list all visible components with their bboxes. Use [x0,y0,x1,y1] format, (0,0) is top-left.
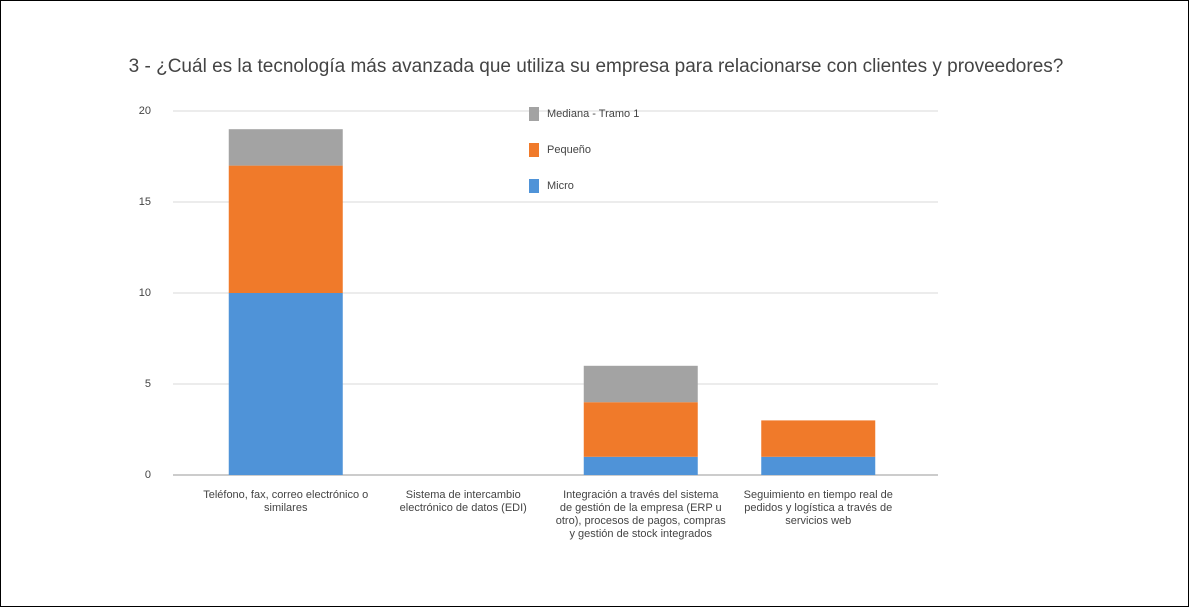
legend-label: Micro [547,180,574,192]
bar-segment [761,420,876,457]
x-tick-label: Teléfono, fax, correo electrónico o simi… [203,489,369,514]
chart-title: 3 - ¿Cuál es la tecnología más avanzada … [129,56,1064,77]
y-tick-label: 15 [139,196,151,208]
y-tick-label: 10 [139,287,151,299]
legend-label: Pequeño [547,144,591,156]
legend-swatch [529,179,539,193]
bar-segment [761,456,876,475]
bar-segment [228,165,343,293]
x-tick-label: Seguimiento en tiempo real de pedidos y … [743,489,893,527]
legend-swatch [529,107,539,121]
y-tick-label: 0 [145,469,151,481]
bar-segment [583,456,698,475]
bar-segment [583,365,698,403]
y-tick-label: 5 [145,378,151,390]
x-tick-label: Sistema de intercambio electrónico de da… [399,489,527,514]
bar-segment [228,129,343,166]
bar-segment [583,402,698,457]
legend-swatch [529,143,539,157]
bar-segment [228,293,343,475]
legend-label: Mediana - Tramo 1 [547,108,639,120]
y-tick-label: 20 [139,105,151,117]
x-tick-label: Integración a través del sistema de gest… [555,489,726,540]
